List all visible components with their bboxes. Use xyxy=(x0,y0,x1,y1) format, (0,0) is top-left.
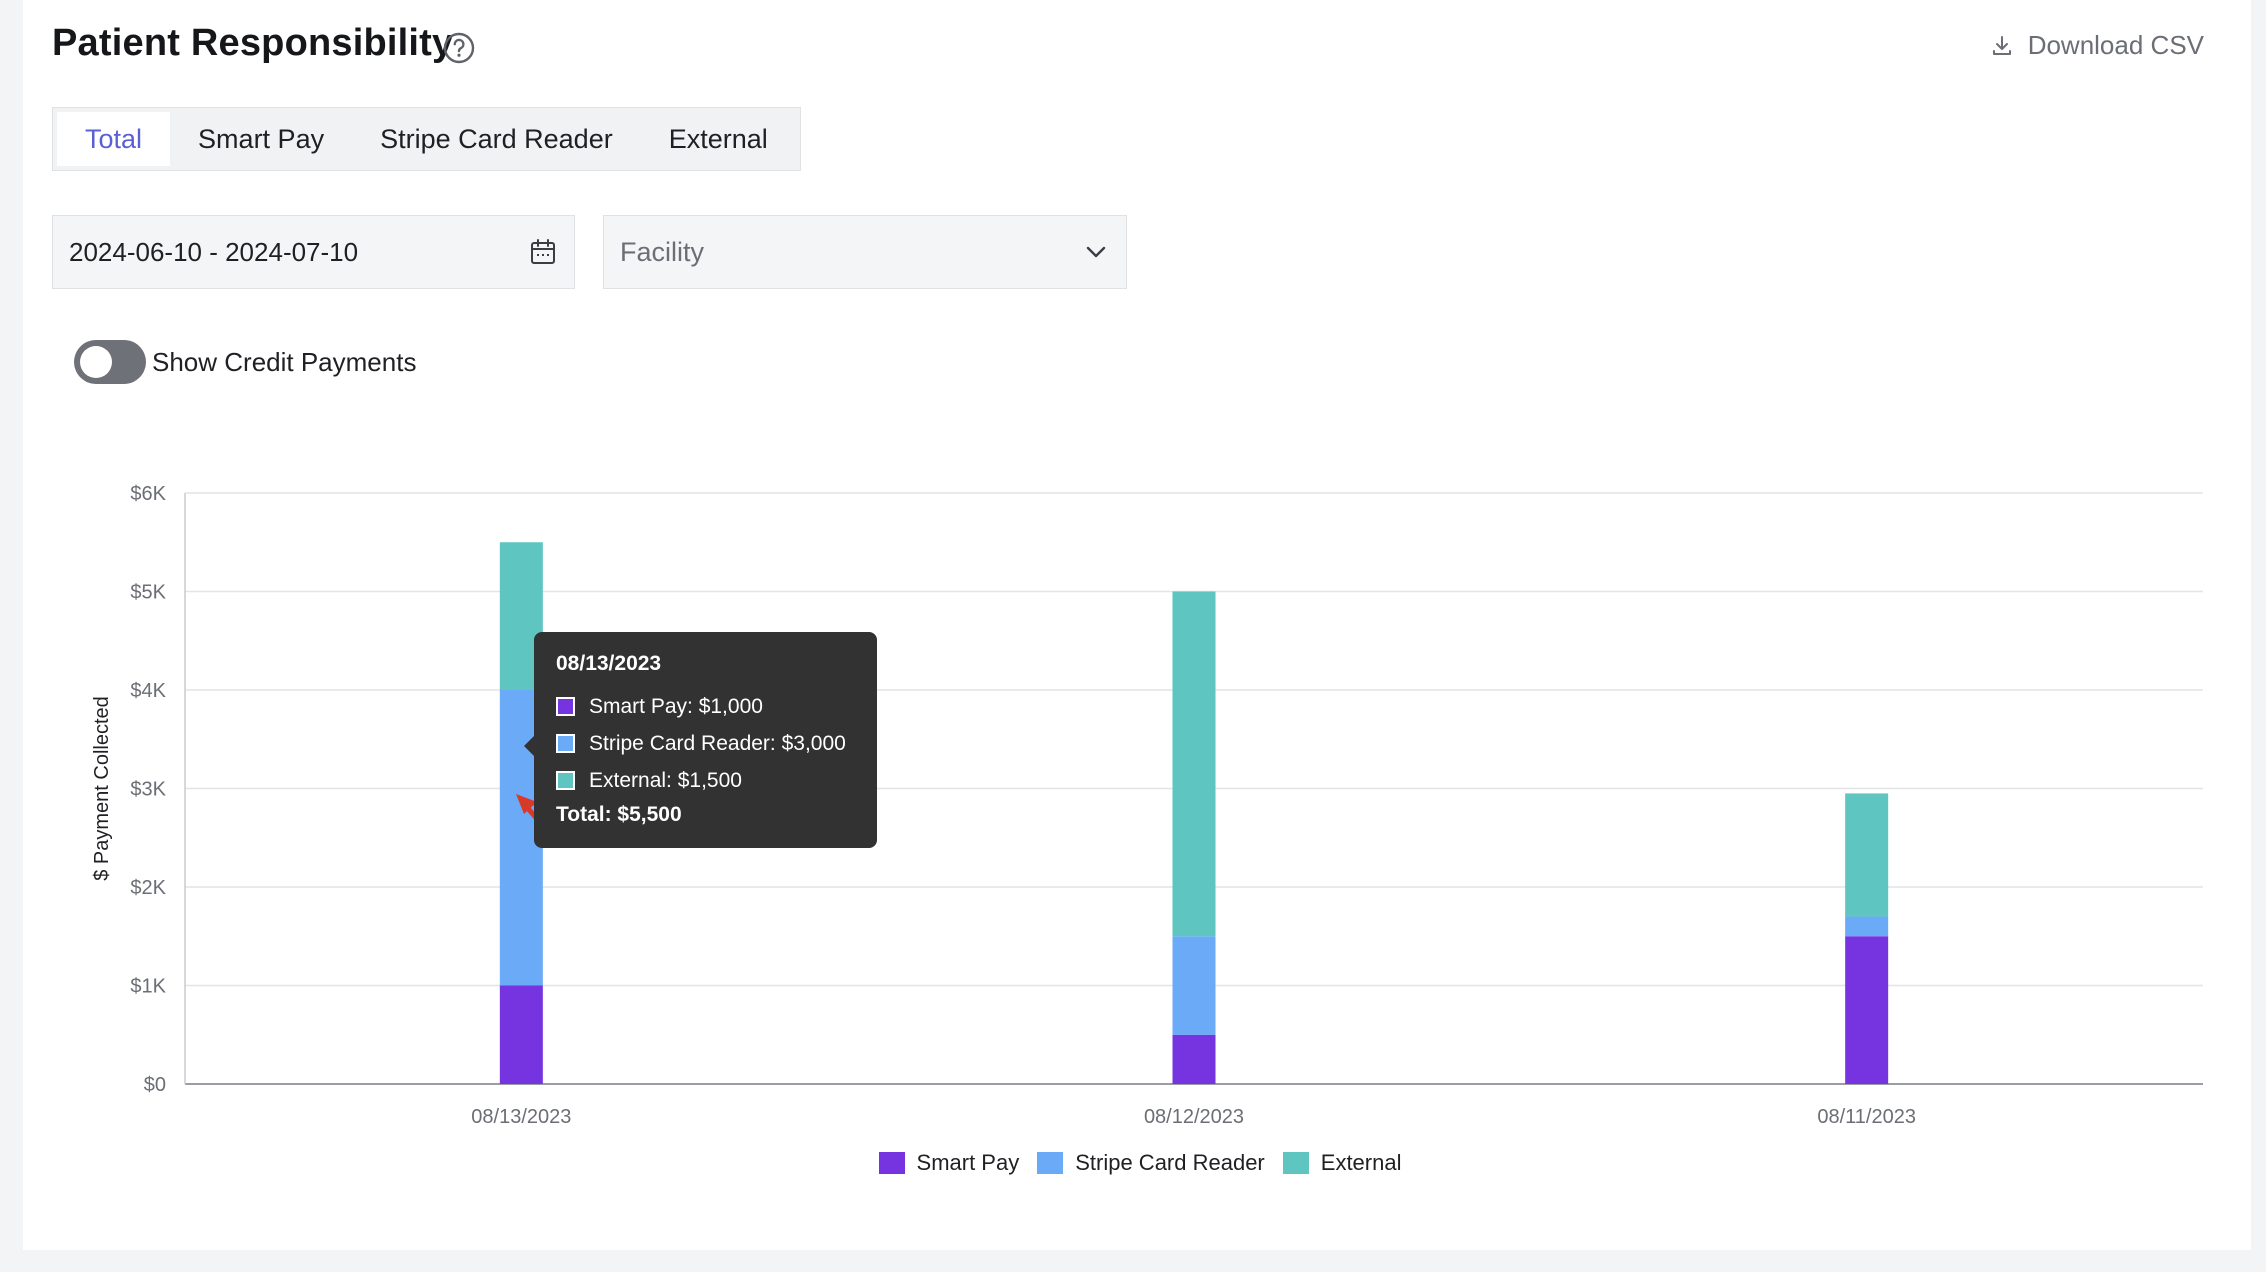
legend-label-smart-pay: Smart Pay xyxy=(916,1150,1020,1175)
credit-payments-label: Show Credit Payments xyxy=(152,346,417,377)
y-axis-title: $ Payment Collected xyxy=(91,696,113,881)
tooltip-row-smart-pay: Smart Pay: $1,000 xyxy=(556,688,855,725)
y-tick-label: $6K xyxy=(130,483,166,505)
tooltip-text-smart-pay: Smart Pay: $1,000 xyxy=(589,694,763,718)
x-tick-label: 08/13/2023 xyxy=(471,1106,571,1128)
bar-segment-smart-pay xyxy=(1172,1034,1216,1084)
download-csv-label: Download CSV xyxy=(2027,30,2204,60)
legend-swatch-stripe xyxy=(1037,1152,1064,1174)
tooltip-text-external: External: $1,500 xyxy=(589,768,742,792)
tooltip-swatch-smart-pay xyxy=(556,697,575,716)
y-tick-label: $3K xyxy=(130,779,166,801)
bar-segment-external xyxy=(1172,591,1216,937)
y-tick-label: $1K xyxy=(130,976,166,998)
tooltip-total: Total: $5,500 xyxy=(556,803,682,826)
tooltip-date: 08/13/2023 xyxy=(556,652,662,675)
y-tick-label: $5K xyxy=(130,582,166,604)
legend-swatch-smart-pay xyxy=(878,1152,905,1174)
help-icon[interactable] xyxy=(442,31,476,65)
bar-segment-smart-pay xyxy=(499,985,543,1084)
bar-segment-stripe-card-reader xyxy=(1845,916,1889,937)
page-title: Patient Responsibility xyxy=(52,22,454,64)
date-range-input[interactable]: 2024-06-10 - 2024-07-10 xyxy=(52,215,575,289)
download-icon xyxy=(1992,35,2011,55)
facility-select[interactable]: Facility xyxy=(603,215,1127,289)
tooltip-swatch-stripe xyxy=(556,734,575,753)
chevron-down-icon xyxy=(1086,246,1106,258)
bar-segment-external xyxy=(1845,793,1889,917)
tooltip-swatch-external xyxy=(556,771,575,790)
legend-item-external[interactable]: External xyxy=(1282,1150,1402,1176)
download-csv-button[interactable]: Download CSV xyxy=(1990,30,2204,61)
tab-smart-pay[interactable]: Smart Pay xyxy=(198,124,325,154)
toggle-knob xyxy=(80,346,112,378)
facility-placeholder: Facility xyxy=(620,236,705,267)
date-range-value: 2024-06-10 - 2024-07-10 xyxy=(69,236,359,267)
credit-payments-toggle-row: Show Credit Payments xyxy=(74,340,416,384)
y-tick-label: $2K xyxy=(130,877,166,899)
credit-payments-toggle[interactable] xyxy=(74,340,146,384)
y-tick-label: $0 xyxy=(144,1074,166,1096)
legend-label-external: External xyxy=(1320,1150,1402,1175)
calendar-icon[interactable] xyxy=(528,237,558,267)
legend-label-stripe: Stripe Card Reader xyxy=(1075,1150,1265,1175)
tab-total[interactable]: Total xyxy=(57,112,171,166)
chart-tooltip: 08/13/2023 Smart Pay: $1,000 Stripe Card… xyxy=(524,632,877,848)
bar-segment-smart-pay xyxy=(1845,936,1889,1084)
tooltip-text-stripe: Stripe Card Reader: $3,000 xyxy=(589,731,846,755)
x-tick-label: 08/12/2023 xyxy=(1144,1106,1244,1128)
y-tick-label: $4K xyxy=(130,680,166,702)
legend-item-smart-pay[interactable]: Smart Pay xyxy=(878,1150,1020,1176)
bar-segment-stripe-card-reader xyxy=(1172,936,1216,1035)
chart-legend: Smart Pay Stripe Card Reader External xyxy=(0,1150,2266,1176)
x-tick-label: 08/11/2023 xyxy=(1817,1106,1916,1128)
legend-swatch-external xyxy=(1282,1152,1309,1174)
tooltip-row-external: External: $1,500 xyxy=(556,762,855,799)
tab-external[interactable]: External xyxy=(668,124,768,154)
tab-stripe-card-reader[interactable]: Stripe Card Reader xyxy=(380,124,613,154)
payment-type-tabs: Total Smart Pay Stripe Card Reader Exter… xyxy=(52,107,801,171)
legend-item-stripe[interactable]: Stripe Card Reader xyxy=(1037,1150,1265,1176)
tooltip-row-stripe: Stripe Card Reader: $3,000 xyxy=(556,725,855,762)
